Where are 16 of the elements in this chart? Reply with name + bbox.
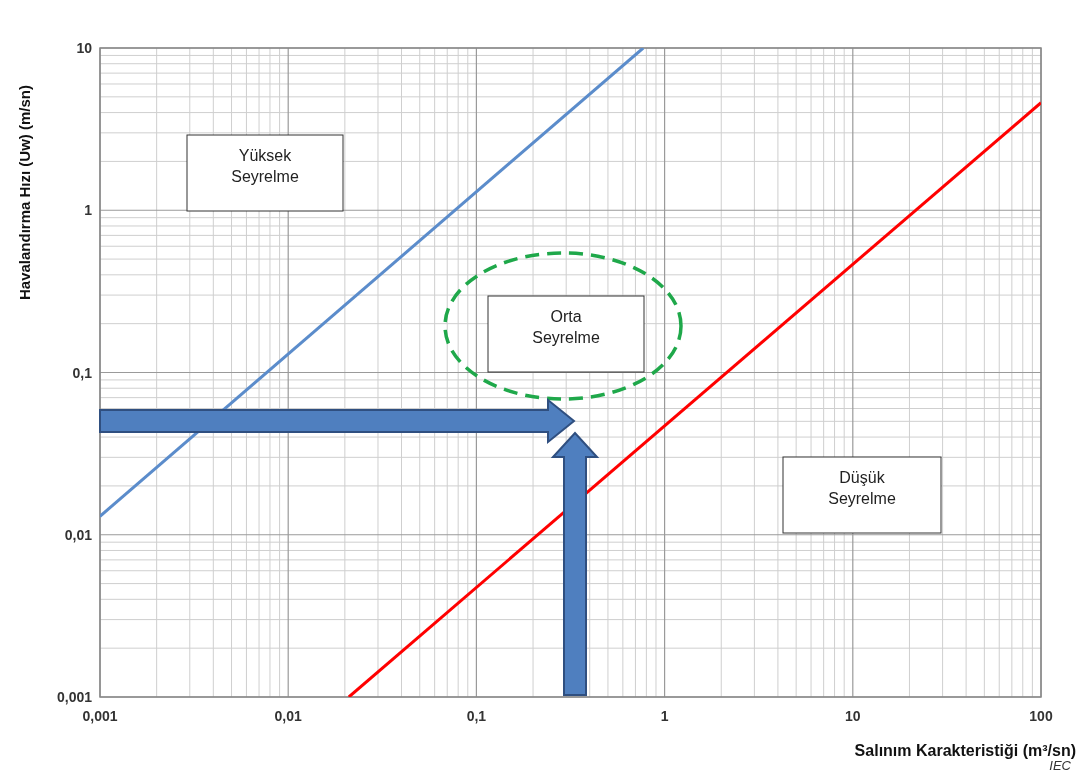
x-tick-label: 1 — [660, 708, 669, 724]
annotation: Düşük Seyrelme — [828, 469, 896, 507]
annotation: Yüksek Seyrelme — [231, 147, 299, 185]
y-tick-label: 10 — [76, 40, 93, 56]
x-tick-label: 100 — [1029, 708, 1053, 724]
annotation: Orta Seyrelme — [532, 308, 600, 346]
x-tick-label: 0,01 — [274, 708, 303, 724]
x-axis-title: Salınım Karakteristiği (m³/sn) — [854, 742, 1076, 759]
text: IEC — [1049, 758, 1072, 773]
x-tick-label: 0,1 — [466, 708, 487, 724]
x-tick-label: 10 — [845, 708, 861, 724]
y-tick-label: 0,01 — [64, 526, 93, 543]
y-tick-label: 0,001 — [56, 689, 93, 705]
y-tick-label: 1 — [84, 202, 93, 219]
y-axis-title: Havalandırma Hızı (Uw) (m/sn) — [16, 84, 33, 301]
y-tick-label: 0,1 — [72, 364, 93, 381]
